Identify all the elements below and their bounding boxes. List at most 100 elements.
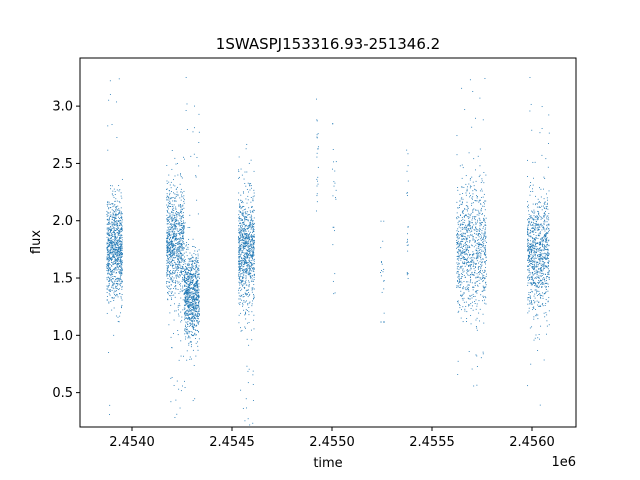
data-point [168, 249, 170, 251]
data-point [115, 269, 117, 271]
data-point [464, 251, 466, 252]
data-point [171, 211, 172, 213]
data-point [541, 282, 543, 284]
data-point [115, 242, 117, 244]
data-point [533, 282, 534, 284]
data-point [167, 227, 169, 228]
data-point [249, 251, 251, 252]
data-point [459, 267, 461, 269]
data-point [474, 229, 476, 231]
data-point [246, 243, 248, 245]
data-point [459, 225, 461, 226]
data-point [108, 264, 110, 266]
data-point [459, 254, 461, 256]
data-point [120, 224, 122, 226]
data-point [528, 210, 529, 212]
data-point [168, 245, 170, 247]
data-point [167, 196, 169, 198]
data-point [544, 234, 545, 236]
data-point [174, 286, 176, 288]
data-point [113, 188, 115, 190]
data-point [533, 302, 535, 304]
data-point [539, 207, 541, 208]
data-point [180, 261, 182, 263]
data-point [192, 316, 194, 318]
data-point [195, 264, 197, 266]
data-point [245, 311, 246, 313]
data-point [462, 306, 464, 308]
data-point [121, 239, 123, 241]
data-point [109, 257, 111, 259]
data-point [484, 271, 485, 273]
data-point [252, 300, 254, 302]
data-point [185, 267, 187, 269]
data-point [109, 294, 111, 296]
data-point [243, 229, 245, 231]
data-point [185, 295, 187, 297]
data-point [469, 240, 470, 242]
data-point [120, 279, 122, 280]
data-point [483, 172, 485, 173]
data-point [457, 374, 459, 375]
data-point [252, 275, 254, 277]
data-point [472, 217, 473, 219]
data-point [244, 270, 246, 272]
data-point [462, 238, 464, 240]
data-point [239, 298, 241, 300]
data-point [540, 263, 542, 265]
data-point [528, 265, 530, 267]
data-point [185, 311, 187, 313]
data-point [470, 260, 471, 262]
data-point [193, 246, 195, 247]
data-point [196, 329, 198, 331]
data-point [192, 260, 193, 262]
data-point [247, 211, 249, 213]
data-point [249, 225, 251, 226]
data-point [468, 274, 470, 276]
data-point [176, 249, 178, 251]
data-point [406, 149, 408, 151]
data-point [542, 225, 544, 227]
data-point [476, 233, 478, 235]
data-point [195, 267, 197, 268]
data-point [184, 333, 186, 335]
data-point [186, 295, 188, 297]
data-point [252, 253, 254, 255]
data-point [120, 254, 122, 256]
data-point [484, 230, 486, 232]
data-point [252, 400, 254, 401]
data-point [466, 241, 468, 243]
data-point [170, 278, 172, 279]
data-point [181, 290, 183, 292]
data-point [241, 231, 243, 233]
data-point [181, 259, 183, 261]
data-point [464, 208, 466, 210]
data-point [252, 254, 254, 256]
data-point [531, 217, 533, 219]
data-point [247, 263, 249, 265]
data-point [249, 270, 251, 272]
data-point [246, 269, 248, 271]
data-point [196, 266, 198, 268]
data-point [529, 282, 531, 284]
data-point [197, 315, 198, 317]
data-point [110, 242, 112, 244]
data-point [166, 250, 168, 252]
data-point [106, 256, 108, 258]
data-point [467, 247, 468, 249]
data-point [183, 271, 185, 272]
data-point [480, 264, 482, 266]
data-point [543, 273, 544, 275]
data-point [116, 252, 118, 254]
data-point [461, 177, 463, 179]
data-point [191, 305, 193, 307]
data-point [478, 300, 480, 302]
data-point [175, 280, 177, 282]
data-point [113, 300, 115, 301]
data-point [332, 226, 334, 228]
data-point [196, 334, 197, 336]
data-point [183, 229, 185, 231]
data-point [167, 236, 169, 238]
data-point [169, 279, 171, 281]
data-point [476, 305, 478, 307]
